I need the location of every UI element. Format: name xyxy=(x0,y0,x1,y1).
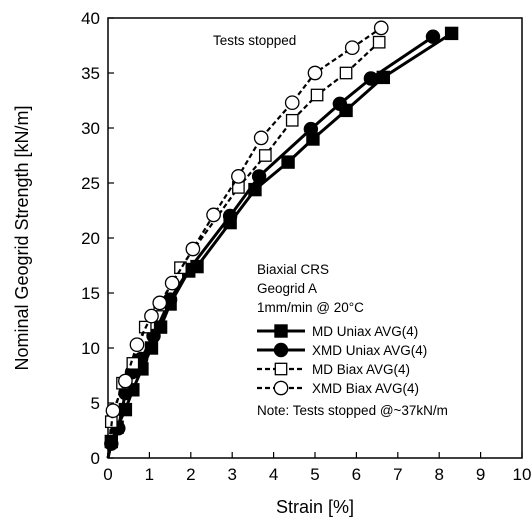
x-tick-label: 1 xyxy=(145,465,154,484)
x-tick-label: 5 xyxy=(310,465,319,484)
data-point xyxy=(372,35,386,49)
legend-entry-label: MD Uniax AVG(4) xyxy=(312,324,418,339)
y-tick-label: 25 xyxy=(81,174,100,193)
data-point xyxy=(281,155,295,169)
legend-header-text: 1mm/min @ 20°C xyxy=(257,300,364,315)
data-point xyxy=(105,403,121,419)
data-point xyxy=(425,29,441,44)
data-point xyxy=(303,121,319,137)
data-point xyxy=(258,149,272,162)
data-point xyxy=(344,40,360,56)
tests-stopped-annotation: Tests stopped xyxy=(213,33,296,48)
data-point xyxy=(164,275,180,291)
data-point xyxy=(104,436,119,451)
x-tick-label: 4 xyxy=(269,465,278,484)
legend-marker-sample xyxy=(273,342,289,358)
data-point xyxy=(231,169,246,184)
y-axis-title: Nominal Geogrid Strength [kN/m] xyxy=(12,105,32,370)
data-point xyxy=(206,207,221,223)
data-point xyxy=(174,261,187,275)
data-point xyxy=(222,208,238,224)
y-tick-label: 15 xyxy=(81,284,100,303)
ticks-layer: 0 1 2 3 4 5 6 7 8 9 10 0 5 10 15 20 25 30 35 40 xyxy=(81,9,531,484)
y-tick-label: 20 xyxy=(81,229,100,248)
data-point xyxy=(129,337,145,353)
x-tick-label: 7 xyxy=(393,465,402,484)
data-point xyxy=(285,113,299,127)
data-point xyxy=(185,241,201,257)
data-point xyxy=(332,96,348,112)
legend-entry-label: XMD Biax AVG(4) xyxy=(312,381,419,396)
x-tick-label: 2 xyxy=(186,465,195,484)
data-point xyxy=(144,308,159,324)
series-layer xyxy=(104,20,459,459)
data-point xyxy=(339,66,353,80)
x-tick-label: 8 xyxy=(434,465,443,484)
y-tick-label: 40 xyxy=(81,9,100,28)
legend-marker-sample xyxy=(274,362,288,376)
legend-header-text: Biaxial CRS xyxy=(257,262,329,277)
data-point xyxy=(284,95,300,111)
legend-note: Note: Tests stopped @~37kN/m xyxy=(257,403,448,418)
data-point xyxy=(152,295,168,311)
x-tick-label: 0 xyxy=(103,465,112,484)
data-point xyxy=(444,26,459,41)
x-tick-label: 3 xyxy=(227,465,236,484)
data-point xyxy=(118,373,133,389)
data-point xyxy=(373,20,389,36)
x-tick-label: 6 xyxy=(352,465,361,484)
legend-entry-label: XMD Uniax AVG(4) xyxy=(312,343,427,358)
data-point xyxy=(253,130,269,146)
y-tick-label: 10 xyxy=(81,339,100,358)
data-point xyxy=(310,88,324,102)
data-point xyxy=(126,357,140,370)
legend-entry-label: MD Biax AVG(4) xyxy=(312,362,410,377)
series-xmd-biax-avg-4- xyxy=(105,20,389,459)
x-tick-label: 10 xyxy=(513,465,531,484)
data-point xyxy=(307,65,323,81)
legend-header-text: Geogrid A xyxy=(257,281,317,296)
y-tick-label: 5 xyxy=(91,394,100,413)
data-point xyxy=(251,169,267,184)
legend: Biaxial CRS Geogrid A 1mm/min @ 20°C MD Uni… xyxy=(257,262,448,418)
y-tick-label: 30 xyxy=(81,119,100,138)
data-point xyxy=(363,71,379,86)
y-tick-label: 35 xyxy=(81,64,100,83)
x-tick-label: 9 xyxy=(476,465,485,484)
legend-marker-sample xyxy=(274,324,288,338)
x-axis-title: Strain [%] xyxy=(276,497,354,517)
legend-marker-sample xyxy=(273,380,289,396)
y-tick-label: 0 xyxy=(91,449,100,468)
